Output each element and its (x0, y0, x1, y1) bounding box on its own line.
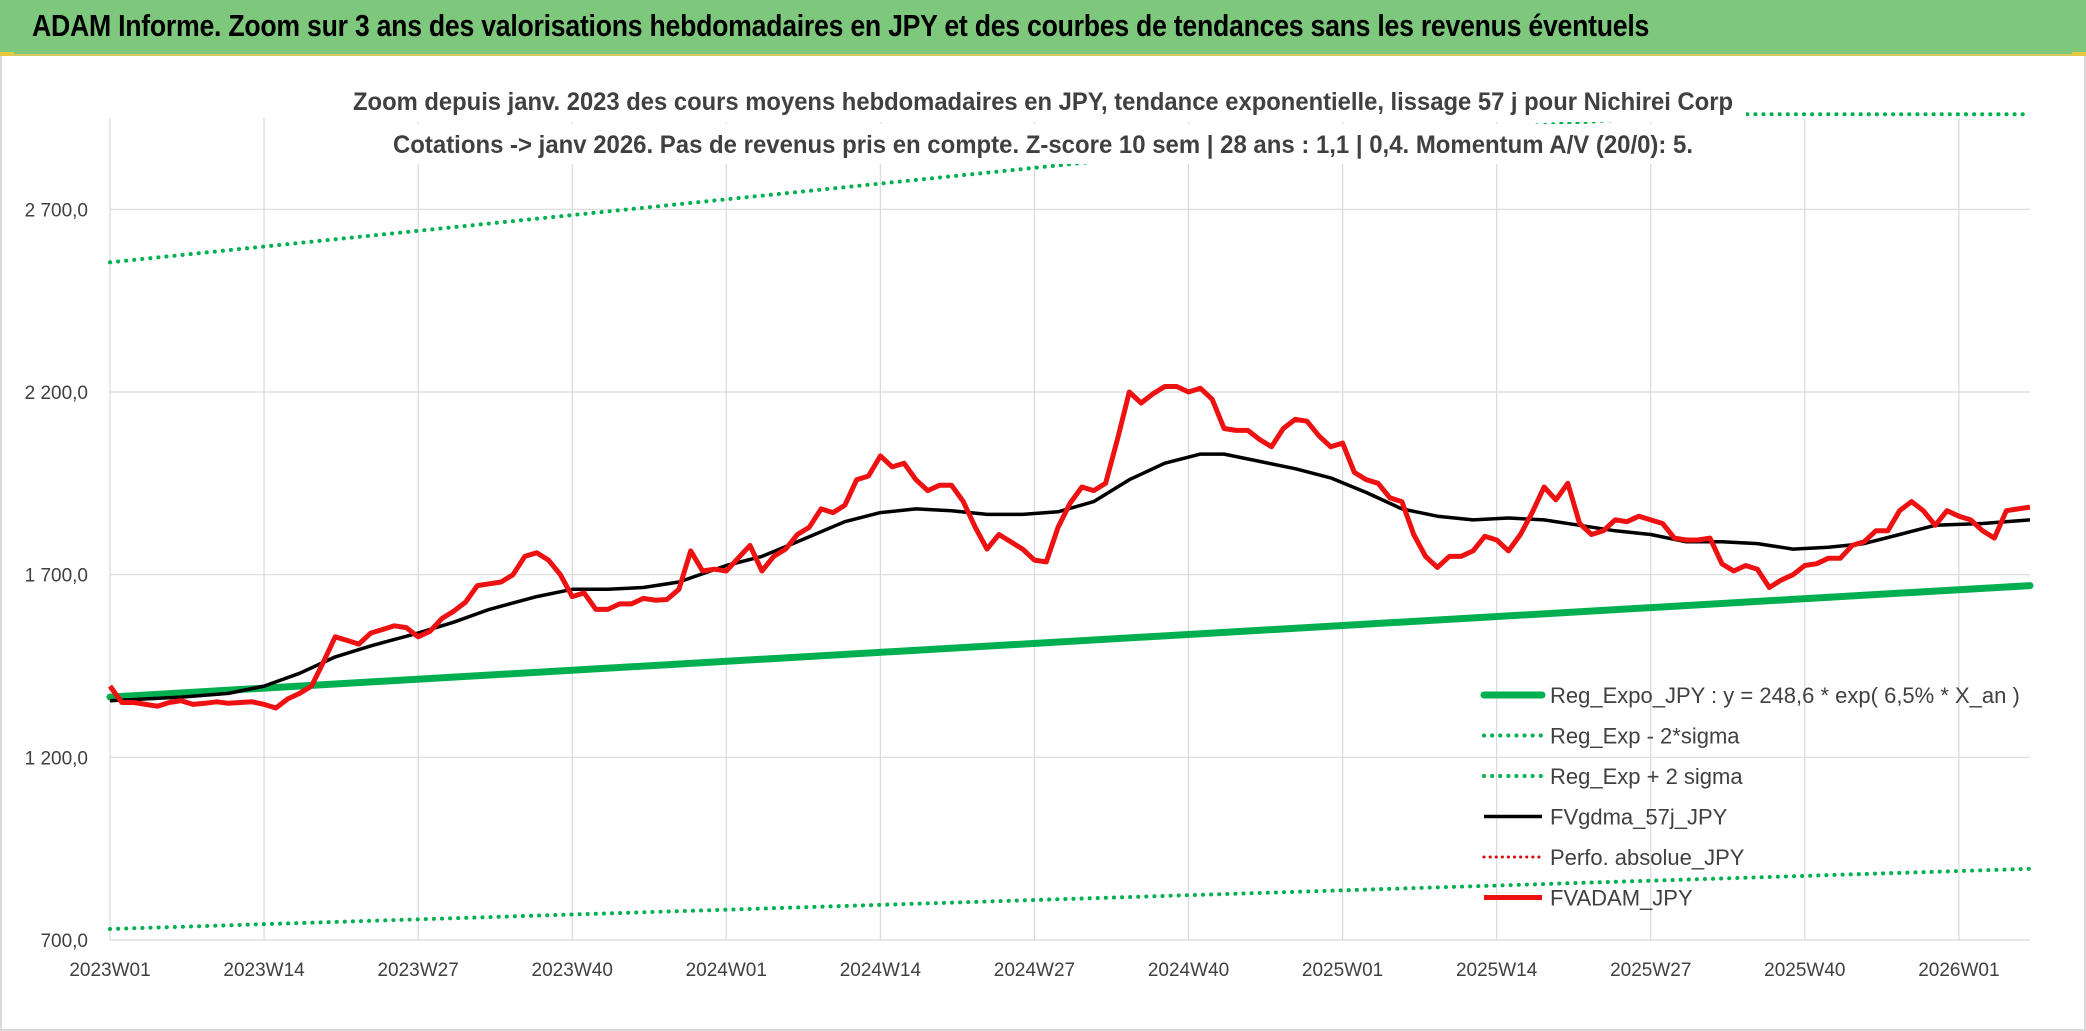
y-tick-label: 2 700,0 (25, 200, 88, 221)
chart-title-line2: Cotations -> janv 2026. Pas de revenus p… (393, 131, 1693, 159)
y-tick-label: 2 200,0 (25, 383, 88, 404)
series-reg-exp-2-sigma-legend-label: Reg_Exp - 2*sigma (1550, 724, 1740, 749)
x-tick-label: 2024W14 (840, 960, 922, 981)
series-reg-exp-2-sigma-line (108, 866, 2032, 931)
title-backdrop (340, 82, 1746, 122)
title-backdrop (380, 124, 1706, 164)
series-layer (106, 112, 2034, 931)
x-tick-label: 2025W27 (1610, 960, 1691, 981)
legend: Reg_Expo_JPY : y = 248,6 * exp( 6,5% * X… (1480, 683, 2020, 911)
y-tick-label: 700,0 (40, 931, 88, 952)
x-tick-label: 2024W01 (686, 960, 767, 981)
x-tick-label: 2026W01 (1918, 960, 1999, 981)
x-tick-label: 2025W01 (1302, 960, 1383, 981)
x-tick-label: 2023W14 (223, 960, 305, 981)
series-fvadam-jpy-legend-label: FVADAM_JPY (1550, 886, 1693, 911)
corner-accent-left (0, 52, 14, 56)
series-reg-expo-jpy-y-248-6-exp-6-5-x-line (106, 582, 2034, 701)
series-reg-exp-2-sigma-legend-label: Reg_Exp + 2 sigma (1550, 764, 1743, 789)
series-fvgdma-57j-jpy-legend-label: FVgdma_57j_JPY (1550, 805, 1728, 830)
y-tick-label: 1 200,0 (25, 748, 88, 769)
banner-title: ADAM Informe. Zoom sur 3 ans des valoris… (32, 8, 1650, 43)
x-tick-label: 2024W27 (994, 960, 1075, 981)
corner-accent-right (2072, 52, 2086, 56)
x-tick-label: 2023W27 (377, 960, 458, 981)
chart-title-block: Zoom depuis janv. 2023 des cours moyens … (340, 82, 1746, 164)
x-tick-label: 2025W14 (1456, 960, 1538, 981)
y-tick-label: 1 700,0 (25, 566, 88, 587)
x-tick-label: 2025W40 (1764, 960, 1845, 981)
series-perfo-absolue-jpy-legend-label: Perfo. absolue_JPY (1550, 845, 1745, 870)
series-reg-expo-jpy-y-248-6-exp-6-5-x-legend-label: Reg_Expo_JPY : y = 248,6 * exp( 6,5% * X… (1550, 683, 2020, 708)
series-reg-exp-2-sigma-line (108, 112, 2032, 265)
report-banner: ADAM Informe. Zoom sur 3 ans des valoris… (0, 0, 2086, 56)
chart-title-line1: Zoom depuis janv. 2023 des cours moyens … (353, 88, 1733, 116)
chart-frame (0, 56, 2086, 1031)
x-tick-label: 2023W01 (69, 960, 150, 981)
axis-layer: 700,0 1 200,0 1 700,0 2 200,0 2 700,0 2023W01… (25, 200, 2000, 981)
series-fvadam-jpy-line (107, 384, 2031, 711)
x-tick-label: 2023W40 (532, 960, 613, 981)
grid-layer (109, 118, 2030, 941)
series-fvgdma-57j-jpy-line (109, 452, 2031, 703)
x-tick-label: 2024W40 (1148, 960, 1229, 981)
